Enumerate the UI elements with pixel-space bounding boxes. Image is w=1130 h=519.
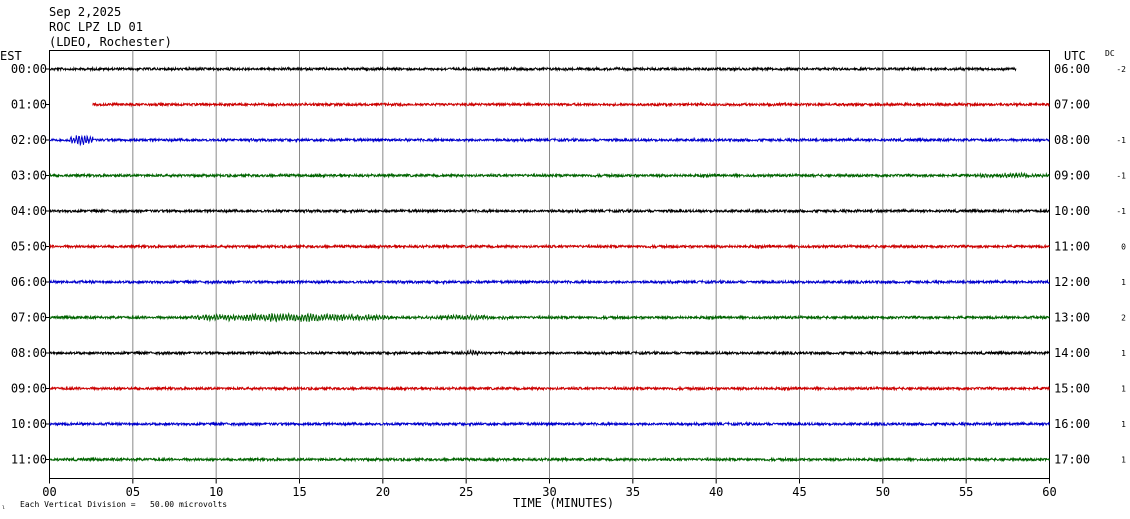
x-tick-label: 35 (626, 485, 640, 499)
row-label-utc: 06:00 (1054, 62, 1090, 76)
row-dc-value: 2 (1121, 314, 1126, 323)
row-dc-value: 0 (1121, 243, 1126, 252)
row-label-est: 03:00 (11, 169, 47, 183)
row-labels: 00:00 06:00 -2 01:00 07:00 02:00 08:00 -1 03:00 0… (11, 62, 1126, 467)
trace-line (49, 207, 1050, 215)
row-label-utc: 09:00 (1054, 169, 1090, 183)
x-tick-label: 55 (959, 485, 973, 499)
row-label-utc: 08:00 (1054, 133, 1090, 147)
vertical-grid (132, 50, 967, 479)
x-axis-ticks: 00 05 10 15 20 25 30 35 40 45 50 55 60 (42, 478, 1057, 499)
trace-line (49, 171, 1050, 180)
row-dc-value: -1 (1116, 172, 1126, 181)
row-dc-value: -2 (1116, 65, 1126, 74)
row-dc-value: 1 (1121, 278, 1126, 287)
row-dc-value: 1 (1121, 349, 1126, 358)
row-label-est: 10:00 (11, 417, 47, 431)
row-label-est: 06:00 (11, 275, 47, 289)
row-label-utc: 16:00 (1054, 417, 1090, 431)
x-tick-label: 15 (292, 485, 306, 499)
trace-line (49, 385, 1050, 392)
row-label-est: 00:00 (11, 62, 47, 76)
header-date: Sep 2,2025 (49, 5, 121, 19)
row-dc-value: 1 (1121, 385, 1126, 394)
y-axis-label-est: EST (0, 49, 22, 63)
y-axis-label-utc: UTC (1064, 49, 1086, 63)
trace-line (92, 101, 1050, 108)
trace-line (49, 348, 1050, 357)
row-label-utc: 13:00 (1054, 311, 1090, 325)
x-tick-label: 45 (792, 485, 806, 499)
row-label-est: 08:00 (11, 346, 47, 360)
row-label-utc: 10:00 (1054, 204, 1090, 218)
x-tick-label: 25 (459, 485, 473, 499)
row-label-utc: 15:00 (1054, 382, 1090, 396)
trace-line (49, 456, 1050, 463)
row-dc-value: 1 (1121, 456, 1126, 465)
row-dc-value: 1 (1121, 420, 1126, 429)
seismic-traces (49, 65, 1050, 463)
scale-note: Each Vertical Division = 50.00 microvolt… (20, 500, 227, 509)
row-label-est: 02:00 (11, 133, 47, 147)
x-axis-label: TIME (MINUTES) (513, 496, 614, 510)
row-dc-value: -1 (1116, 136, 1126, 145)
x-tick-label: 30 (542, 485, 556, 499)
row-label-utc: 12:00 (1054, 275, 1090, 289)
trace-line (49, 243, 1050, 250)
row-label-est: 01:00 (11, 98, 47, 112)
header-station: ROC LPZ LD 01 (49, 20, 143, 34)
x-tick-label: 10 (209, 485, 223, 499)
row-label-utc: 17:00 (1054, 453, 1090, 467)
x-tick-label: 05 (126, 485, 140, 499)
trace-line (49, 134, 1050, 147)
row-label-utc: 07:00 (1054, 98, 1090, 112)
x-tick-label: 60 (1042, 485, 1056, 499)
trace-line (49, 311, 1050, 323)
corner-mark: ₗ (1, 502, 6, 511)
row-label-utc: 11:00 (1054, 240, 1090, 254)
x-tick-label: 40 (709, 485, 723, 499)
x-tick-label: 50 (876, 485, 890, 499)
row-label-est: 09:00 (11, 382, 47, 396)
header-network: (LDEO, Rochester) (49, 35, 172, 49)
dc-header-label: DC (1105, 49, 1115, 58)
trace-line (49, 420, 1050, 428)
row-label-est: 07:00 (11, 311, 47, 325)
row-dc-value: -1 (1116, 207, 1126, 216)
trace-line (49, 65, 1017, 73)
row-label-est: 04:00 (11, 204, 47, 218)
trace-line (49, 278, 1050, 286)
row-label-utc: 14:00 (1054, 346, 1090, 360)
row-label-est: 05:00 (11, 240, 47, 254)
x-tick-label: 00 (42, 485, 56, 499)
row-label-est: 11:00 (11, 453, 47, 467)
x-tick-label: 20 (376, 485, 390, 499)
